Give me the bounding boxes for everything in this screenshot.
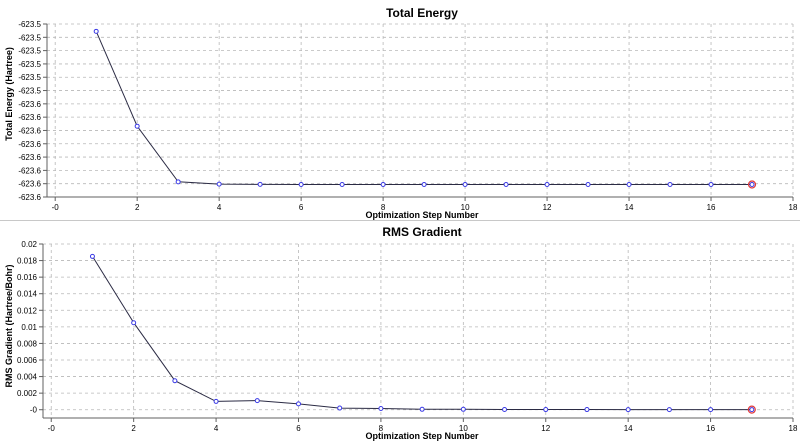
x-tick-label: 10 bbox=[461, 203, 470, 212]
data-point bbox=[134, 123, 140, 129]
y-tick-label: 0.014 bbox=[17, 290, 38, 299]
data-point bbox=[503, 181, 509, 187]
y-tick-label: -623.5 bbox=[18, 60, 41, 69]
x-axis-label: Optimization Step Number bbox=[365, 210, 479, 220]
x-tick-label: 8 bbox=[379, 424, 384, 433]
x-tick-label: 18 bbox=[789, 424, 798, 433]
data-point bbox=[339, 181, 345, 187]
data-point bbox=[421, 181, 427, 187]
x-axis-label: Optimization Step Number bbox=[365, 431, 479, 441]
y-tick-label: 0.01 bbox=[21, 323, 37, 332]
series-line bbox=[95, 31, 752, 185]
y-tick-label: -623.6 bbox=[18, 140, 41, 149]
chart-title: Total Energy bbox=[386, 6, 458, 20]
y-tick-label: -0 bbox=[30, 406, 38, 415]
x-tick-label: 12 bbox=[543, 203, 552, 212]
data-point bbox=[298, 181, 304, 187]
y-tick-label: -623.6 bbox=[18, 166, 41, 175]
data-point bbox=[93, 28, 99, 34]
data-point bbox=[380, 181, 386, 187]
data-point bbox=[254, 398, 260, 404]
y-tick-label: -623.6 bbox=[18, 100, 41, 109]
x-tick-label: 2 bbox=[135, 203, 140, 212]
y-tick-label: -623.6 bbox=[18, 180, 41, 189]
data-point bbox=[749, 181, 755, 187]
data-point bbox=[172, 378, 178, 384]
data-point bbox=[708, 181, 714, 187]
data-point bbox=[295, 401, 301, 407]
series-line bbox=[92, 256, 752, 411]
data-point bbox=[216, 181, 222, 187]
data-point bbox=[667, 181, 673, 187]
y-tick-label: -623.5 bbox=[18, 73, 41, 82]
rms-gradient-chart[interactable]: RMS Gradient Optimization Step Number RM… bbox=[0, 222, 800, 443]
data-point bbox=[460, 406, 466, 412]
y-tick-label: 0.002 bbox=[17, 389, 38, 398]
data-point bbox=[419, 406, 425, 412]
y-tick-label: -623.5 bbox=[18, 47, 41, 56]
data-point bbox=[257, 181, 263, 187]
data-point bbox=[543, 407, 549, 413]
x-tick-label: 12 bbox=[541, 424, 550, 433]
rms-gradient-panel: RMS Gradient Optimization Step Number RM… bbox=[0, 222, 800, 443]
plot-area: -0 2 4 6 8 10 12 14 16 18 -623.5 -623.5 -623.5 -623.5… bbox=[18, 20, 798, 212]
data-point bbox=[337, 405, 343, 411]
data-point bbox=[462, 181, 468, 187]
data-point bbox=[213, 398, 219, 404]
x-tick-label: 18 bbox=[789, 203, 798, 212]
y-tick-label: 0.016 bbox=[17, 273, 38, 282]
total-energy-chart[interactable]: Total Energy Optimization Step Number To… bbox=[0, 0, 800, 220]
data-point bbox=[175, 179, 181, 185]
y-axis-label: Total Energy (Hartree) bbox=[4, 47, 14, 141]
data-point bbox=[378, 405, 384, 411]
data-point bbox=[502, 406, 508, 412]
data-point bbox=[544, 181, 550, 187]
y-tick-label: -623.6 bbox=[18, 193, 41, 202]
x-tick-label: -0 bbox=[48, 424, 56, 433]
y-tick-label: -623.6 bbox=[18, 153, 41, 162]
highlighted-point bbox=[747, 405, 756, 414]
x-tick-label: 14 bbox=[625, 203, 634, 212]
data-point bbox=[625, 407, 631, 413]
x-tick-label: 4 bbox=[214, 424, 219, 433]
y-tick-label: -623.6 bbox=[18, 113, 41, 122]
chart-title: RMS Gradient bbox=[382, 225, 461, 239]
y-tick-label: 0.006 bbox=[17, 356, 38, 365]
x-tick-label: 14 bbox=[624, 424, 633, 433]
y-tick-label: -623.5 bbox=[18, 20, 41, 29]
y-tick-label: 0.012 bbox=[17, 306, 38, 315]
x-tick-label: 16 bbox=[706, 424, 715, 433]
x-tick-label: 8 bbox=[381, 203, 386, 212]
plot-area: -0 2 4 6 8 10 12 14 16 18 -0 0.002 0.004 0.006 0.008 0.… bbox=[17, 240, 798, 433]
data-point bbox=[89, 253, 95, 259]
data-point bbox=[666, 407, 672, 413]
x-tick-label: -0 bbox=[52, 203, 60, 212]
x-tick-label: 4 bbox=[217, 203, 222, 212]
y-tick-label: -623.5 bbox=[18, 87, 41, 96]
highlighted-point bbox=[747, 180, 757, 189]
y-axis-label: RMS Gradient (Hartree/Bohr) bbox=[4, 264, 14, 387]
y-tick-label: 0.018 bbox=[17, 257, 38, 266]
data-point bbox=[131, 320, 137, 326]
y-tick-label: -623.6 bbox=[18, 126, 41, 135]
x-tick-label: 6 bbox=[299, 203, 304, 212]
data-point bbox=[584, 407, 590, 413]
x-tick-label: 2 bbox=[131, 424, 136, 433]
x-tick-label: 6 bbox=[296, 424, 301, 433]
data-point bbox=[708, 407, 714, 413]
data-point bbox=[749, 407, 755, 413]
total-energy-panel: Total Energy Optimization Step Number To… bbox=[0, 0, 800, 221]
x-tick-label: 16 bbox=[707, 203, 716, 212]
y-tick-label: 0.02 bbox=[21, 240, 37, 249]
y-tick-label: -623.5 bbox=[18, 33, 41, 42]
y-tick-label: 0.004 bbox=[17, 373, 38, 382]
data-point bbox=[585, 181, 591, 187]
data-point bbox=[626, 181, 632, 187]
y-tick-label: 0.008 bbox=[17, 339, 38, 348]
x-tick-label: 10 bbox=[459, 424, 468, 433]
